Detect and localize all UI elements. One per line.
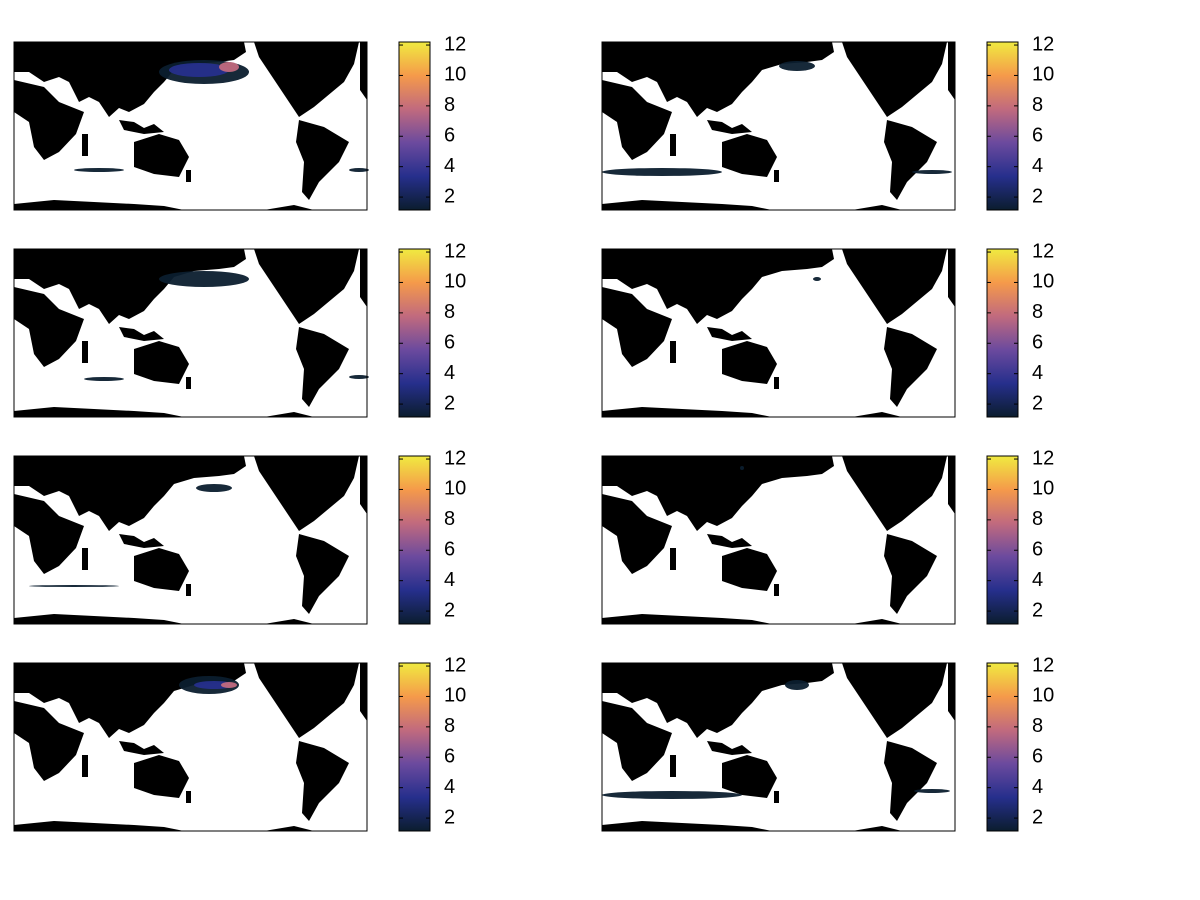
- colorbar: [398, 248, 431, 418]
- data-patch: [159, 271, 249, 287]
- data-patch: [813, 277, 821, 281]
- map-frame: [601, 248, 956, 418]
- data-patch: [74, 168, 124, 172]
- colorbar-tick-label: 6: [444, 746, 455, 768]
- data-patch: [740, 466, 744, 470]
- colorbar: [986, 41, 1019, 211]
- colorbar-tick-label: 12: [1032, 447, 1054, 469]
- colorbar-tick-label: 6: [1032, 539, 1043, 561]
- data-patch: [912, 170, 952, 174]
- colorbar-tick-label: 8: [1032, 508, 1043, 530]
- colorbar-tick-label: 8: [444, 301, 455, 323]
- colorbar: [398, 662, 431, 832]
- colorbar-tick-label: 2: [1032, 599, 1043, 621]
- colorbar-tick-label: 12: [444, 240, 466, 262]
- colorbar-tick-label: 10: [444, 478, 466, 500]
- panel: 2 4 6 8 10 12: [601, 654, 1054, 832]
- map-frame: [13, 41, 368, 211]
- data-patch: [779, 61, 815, 71]
- data-patch: [221, 682, 237, 688]
- panel: 2 4 6 8 10 12: [13, 447, 466, 625]
- colorbar-tick-label: 10: [444, 685, 466, 707]
- data-patch: [349, 375, 369, 379]
- colorbar-tick-label: 2: [1032, 392, 1043, 414]
- panel: 2 4 6 8 10 12: [13, 33, 466, 211]
- colorbar: [986, 662, 1019, 832]
- data-patch: [785, 680, 809, 690]
- data-patch: [196, 484, 232, 492]
- colorbar-tick-label: 12: [1032, 654, 1054, 676]
- data-patch: [349, 168, 369, 172]
- colorbar-tick-label: 4: [1032, 155, 1043, 177]
- colorbar-tick-label: 10: [1032, 478, 1054, 500]
- data-patch: [84, 377, 124, 381]
- colorbar-tick-label: 8: [444, 94, 455, 116]
- panel: 2 4 6 8 10 12: [601, 33, 1054, 211]
- colorbar-tick-label: 4: [1032, 362, 1043, 384]
- map-frame: [13, 662, 368, 832]
- colorbar-tick-label: 10: [1032, 64, 1054, 86]
- colorbar-tick-label: 10: [444, 271, 466, 293]
- data-patch: [602, 168, 722, 176]
- colorbar-tick-label: 2: [444, 185, 455, 207]
- colorbar-tick-label: 6: [1032, 746, 1043, 768]
- colorbar-tick-label: 6: [444, 539, 455, 561]
- data-patch: [169, 63, 229, 77]
- map-frame: [13, 455, 368, 625]
- colorbar-tick-label: 12: [1032, 33, 1054, 55]
- colorbar-tick-label: 4: [1032, 776, 1043, 798]
- data-patch: [602, 791, 742, 799]
- panel: 2 4 6 8 10 12: [601, 447, 1054, 625]
- colorbar-tick-label: 12: [444, 654, 466, 676]
- colorbar-tick-label: 6: [1032, 125, 1043, 147]
- colorbar-tick-label: 10: [1032, 685, 1054, 707]
- colorbar-tick-label: 8: [444, 508, 455, 530]
- colorbar-tick-label: 8: [1032, 94, 1043, 116]
- colorbar-tick-label: 6: [444, 332, 455, 354]
- map-frame: [601, 662, 956, 832]
- colorbar-tick-label: 10: [444, 64, 466, 86]
- map-frame: [601, 455, 956, 625]
- colorbar-tick-label: 8: [444, 715, 455, 737]
- colorbar-tick-label: 2: [1032, 185, 1043, 207]
- panel: 2 4 6 8 10 12: [601, 240, 1054, 418]
- data-patch: [219, 62, 239, 72]
- colorbar-tick-label: 4: [444, 155, 455, 177]
- colorbar: [986, 248, 1019, 418]
- panel: 2 4 6 8 10 12: [13, 654, 466, 832]
- colorbar-tick-label: 8: [1032, 301, 1043, 323]
- colorbar-tick-label: 4: [444, 362, 455, 384]
- data-patch: [29, 585, 119, 587]
- colorbar-tick-label: 2: [444, 392, 455, 414]
- colorbar: [398, 41, 431, 211]
- colorbar: [398, 455, 431, 625]
- map-frame: [601, 41, 956, 211]
- colorbar-tick-label: 12: [444, 33, 466, 55]
- colorbar-tick-label: 10: [1032, 271, 1054, 293]
- colorbar-tick-label: 6: [1032, 332, 1043, 354]
- colorbar-tick-label: 4: [444, 569, 455, 591]
- map-frame: [13, 248, 368, 418]
- colorbar-tick-label: 12: [444, 447, 466, 469]
- colorbar-tick-label: 2: [444, 806, 455, 828]
- colorbar-tick-label: 6: [444, 125, 455, 147]
- colorbar-tick-label: 12: [1032, 240, 1054, 262]
- colorbar-tick-label: 2: [444, 599, 455, 621]
- data-patch: [914, 789, 950, 793]
- colorbar-tick-label: 4: [444, 776, 455, 798]
- colorbar-tick-label: 2: [1032, 806, 1043, 828]
- panel: 2 4 6 8 10 12: [13, 240, 466, 418]
- colorbar: [986, 455, 1019, 625]
- colorbar-tick-label: 4: [1032, 569, 1043, 591]
- colorbar-tick-label: 8: [1032, 715, 1043, 737]
